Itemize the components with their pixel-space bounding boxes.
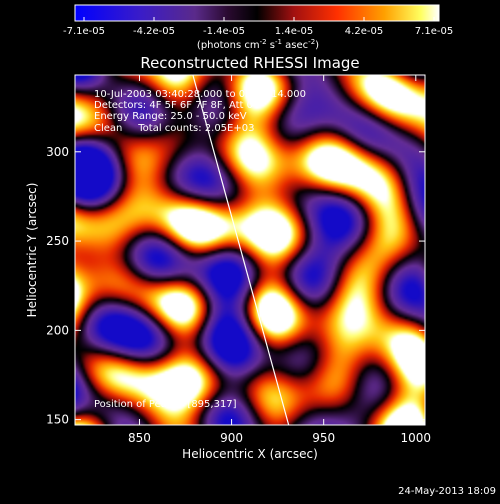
colorbar-gradient — [74, 4, 440, 22]
plot-frame — [74, 74, 426, 426]
plot-area — [75, 75, 425, 425]
colorbar: -7.1e-05 -4.2e-05 -1.4e-05 1.4e-05 4.2e-05 7.… — [63, 4, 453, 51]
y-tick-label: 300 — [46, 145, 69, 159]
annotation-detectors: Detectors: 4F 5F 6F 7F 8F, Att 0 — [94, 100, 253, 111]
annotation-block: 10-Jul-2003 03:40:28.000 to 03:44:14.000… — [94, 89, 306, 410]
colorbar-units: (photons cm-2 s-1 asec-2) — [197, 38, 319, 51]
colorbar-tick-label: 4.2e-05 — [345, 26, 383, 37]
chart-title: Reconstructed RHESSI Image — [140, 54, 359, 72]
colorbar-ticks: -7.1e-05 -4.2e-05 -1.4e-05 1.4e-05 4.2e-05 7.… — [63, 17, 453, 37]
x-axis-label: Heliocentric X (arcsec) — [182, 447, 318, 461]
annotation-time: 10-Jul-2003 03:40:28.000 to 03:44:14.000 — [94, 89, 306, 100]
colorbar-tick-label: 1.4e-05 — [275, 26, 313, 37]
heatmap-image — [75, 75, 425, 425]
annotation-energy: Energy Range: 25.0 - 50.0 keV — [94, 111, 247, 122]
y-tick-label: 200 — [46, 323, 69, 337]
solar-limb-line — [192, 75, 290, 425]
colorbar-tick-label: -7.1e-05 — [63, 26, 105, 37]
x-tick-label: 1000 — [401, 431, 432, 445]
x-tick-label: 850 — [128, 431, 151, 445]
annotation-clean: Clean Total counts: 2.05E+03 — [94, 123, 254, 134]
colorbar-tick-label: -1.4e-05 — [203, 26, 245, 37]
y-tick-label: 250 — [46, 234, 69, 248]
y-axis-label: Heliocentric Y (arcsec) — [25, 183, 39, 318]
x-tick-label: 900 — [220, 431, 243, 445]
footer-timestamp: 24-May-2013 18:09 — [398, 486, 496, 497]
x-tick-label: 950 — [312, 431, 335, 445]
colorbar-tick-label: -4.2e-05 — [133, 26, 175, 37]
axis-ticks: 850 900 950 1000 150 200 250 300 — [46, 75, 431, 445]
peak-position-label: Position of Peak = [895,317] — [94, 399, 237, 410]
colorbar-tick-label: 7.1e-05 — [415, 26, 453, 37]
y-tick-label: 150 — [46, 413, 69, 427]
